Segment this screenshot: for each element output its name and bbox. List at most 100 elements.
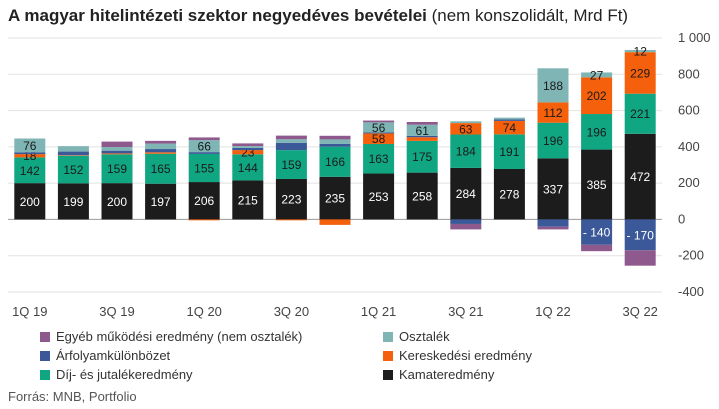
bar-egyeb <box>450 223 482 230</box>
bar-kamat <box>14 183 46 220</box>
legend-item-osztalek: Osztalék <box>383 329 450 344</box>
bar-kamat <box>145 183 177 220</box>
bar-keresk <box>232 150 264 155</box>
data-label-osztalek: 66 <box>198 140 212 154</box>
bar-keresk <box>537 102 569 123</box>
x-tick-label: 3Q 22 <box>622 304 657 319</box>
data-label-dij: 196 <box>543 134 563 148</box>
data-label-arfoly: - 140 <box>583 226 611 240</box>
data-label-osztalek: 56 <box>372 121 386 135</box>
bar-arfoly <box>450 219 482 224</box>
bar-arfoly <box>406 135 438 138</box>
legend-label-dij: Díj- és jutalékeredmény <box>56 367 193 382</box>
x-tick-label: 1Q 22 <box>535 304 570 319</box>
data-label-kamat: 235 <box>325 192 345 206</box>
legend-label-kamat: Kamateredmény <box>399 367 495 382</box>
y-tick-label: 0 <box>678 211 685 226</box>
data-label-dij: 184 <box>456 145 476 159</box>
bar-arfoly <box>537 219 569 227</box>
bar-kamat <box>493 168 525 220</box>
data-label-kamat: 200 <box>20 195 40 209</box>
data-label-kamat: 197 <box>151 195 171 209</box>
bar-dij <box>188 153 220 183</box>
bar-dij <box>363 143 395 174</box>
bar-arfoly <box>101 150 133 154</box>
data-label-kamat: 253 <box>369 190 389 204</box>
data-label-osztalek: 61 <box>416 124 430 138</box>
bar-osztalek <box>57 146 89 152</box>
bar-dij <box>319 146 351 177</box>
data-label-dij: 163 <box>369 152 389 166</box>
bar-arfoly <box>145 149 177 153</box>
bar-osztalek <box>319 139 351 144</box>
legend-swatch-arfoly <box>40 350 50 361</box>
legend-label-keresk: Kereskedési eredmény <box>399 348 532 363</box>
x-tick-label: 1Q 20 <box>186 304 221 319</box>
data-label-kamat: 278 <box>499 188 519 202</box>
chart-title-rest: (nem konszolidált, Mrd Ft) <box>426 6 629 25</box>
legend-item-dij: Díj- és jutalékeredmény <box>40 367 193 382</box>
data-label-kamat: 258 <box>412 190 432 204</box>
legend-swatch-kamat <box>383 369 393 380</box>
bar-egyeb <box>406 122 438 125</box>
bar-keresk <box>406 137 438 141</box>
bar-arfoly <box>188 152 220 154</box>
bar-osztalek <box>406 124 438 136</box>
data-label-dij: 191 <box>499 145 519 159</box>
y-tick-label: 400 <box>678 139 700 154</box>
legend-label-osztalek: Osztalék <box>399 329 450 344</box>
bar-arfoly <box>581 219 613 245</box>
data-label-dij: 159 <box>281 158 301 172</box>
bar-egyeb <box>581 244 613 252</box>
data-label-dij: 221 <box>630 107 650 121</box>
bar-kamat <box>101 183 133 220</box>
bar-keresk <box>188 219 220 221</box>
bar-dij <box>581 114 613 150</box>
bar-osztalek <box>188 140 220 153</box>
bar-osztalek <box>232 146 264 148</box>
bar-dij <box>145 153 177 184</box>
bar-egyeb <box>363 120 395 123</box>
data-label-keresk: 229 <box>630 66 650 80</box>
data-label-dij: 166 <box>325 155 345 169</box>
data-label-dij: 165 <box>151 162 171 176</box>
bar-dij <box>493 134 525 169</box>
x-tick-label: 3Q 20 <box>274 304 309 319</box>
bar-egyeb <box>537 226 569 230</box>
data-label-keresk: 58 <box>372 132 386 146</box>
bar-dij <box>406 140 438 173</box>
data-label-dij: 142 <box>20 164 40 178</box>
legend-label-egyeb: Egyéb működési eredmény (nem osztalék) <box>56 329 303 344</box>
bar-keresk <box>57 155 89 156</box>
legend-swatch-osztalek <box>383 331 393 342</box>
bar-kamat <box>406 172 438 220</box>
bar-dij <box>275 150 307 179</box>
legend-swatch-egyeb <box>40 331 50 342</box>
data-label-keresk: 112 <box>543 106 562 120</box>
data-label-dij: 155 <box>194 161 214 175</box>
bar-osztalek <box>624 49 656 53</box>
legend-label-arfoly: Árfolyamkülönbözet <box>56 348 171 363</box>
bar-osztalek <box>275 139 307 143</box>
legend-item-arfoly: Árfolyamkülönbözet <box>40 348 170 363</box>
chart-title-bold: A magyar hitelintézeti szektor negyedéve… <box>8 6 427 25</box>
data-label-kamat: 385 <box>587 178 607 192</box>
legend-item-keresk: Kereskedési eredmény <box>383 348 532 363</box>
bar-kamat <box>624 133 656 220</box>
bar-dij <box>537 122 569 159</box>
data-label-kamat: 223 <box>281 193 301 207</box>
bar-kamat <box>57 183 89 220</box>
bar-keresk <box>319 219 351 225</box>
bar-arfoly <box>493 119 525 121</box>
bar-arfoly <box>624 219 656 251</box>
bar-keresk <box>14 154 46 158</box>
bar-egyeb <box>319 135 351 140</box>
data-label-dij: 159 <box>107 162 127 176</box>
bar-dij <box>101 154 133 184</box>
data-label-keresk: 74 <box>503 121 517 135</box>
y-tick-label: -200 <box>678 248 704 263</box>
y-tick-label: 1 000 <box>678 30 711 45</box>
legend-item-kamat: Kamateredmény <box>383 367 494 382</box>
bar-keresk <box>624 52 656 94</box>
data-label-osztalek: 188 <box>543 79 563 93</box>
